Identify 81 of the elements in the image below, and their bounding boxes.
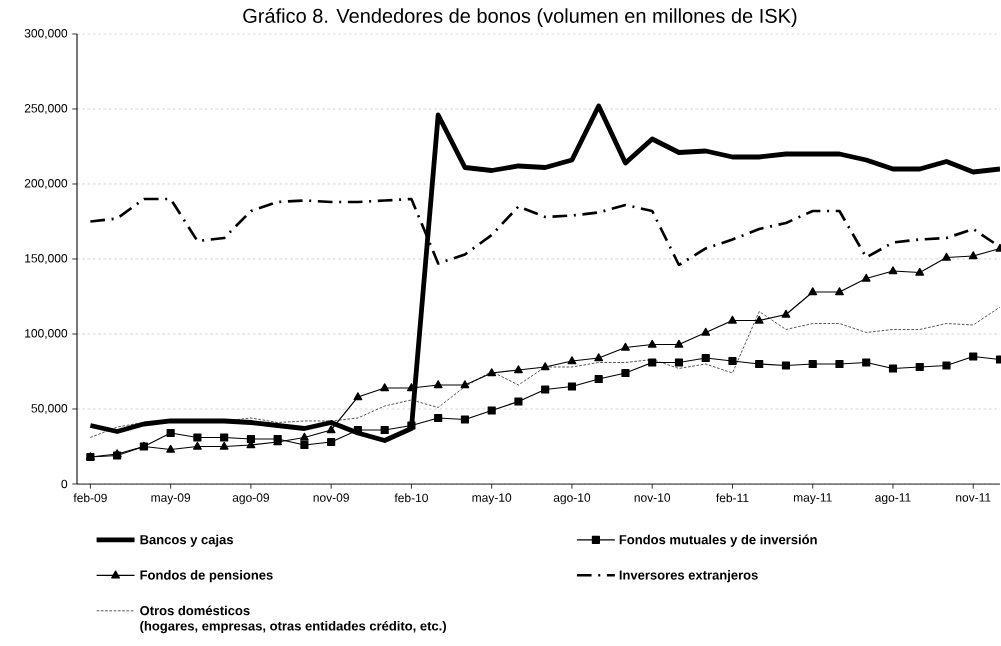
point [300,432,309,441]
x-tick-label: feb-10 [394,493,428,503]
point [942,252,951,261]
point [647,339,657,348]
point [193,433,202,442]
legend-label: Fondos mutuales y de inversión [619,534,817,547]
point [942,361,951,370]
chart-title: Gráfico 8. Vendedores de bonos (volumen en millones de ISK) [243,8,797,27]
point [888,266,898,275]
point [808,359,817,369]
point [487,368,497,377]
point [541,385,550,394]
point [460,415,469,424]
x-tick-label: ago-10 [553,493,591,505]
point [380,425,389,435]
x-tick-label: may-10 [472,493,512,505]
point [835,359,844,369]
point [514,397,523,406]
legend-label: Fondos de pensiones [140,570,273,583]
point [567,356,577,365]
point [835,287,844,296]
point [460,380,470,389]
point [621,342,630,351]
point [674,339,684,348]
x-tick-label: nov-09 [313,493,349,502]
point [219,441,229,450]
y-tick-label: 200,000 [24,179,68,189]
y-tick-label: 300,000 [24,29,68,39]
point [968,251,978,260]
point [326,425,336,434]
x-tick-label: ago-11 [875,493,911,505]
legend-label: Bancos y cajas [140,534,233,547]
point [728,356,737,366]
y-tick-label: 0 [61,479,68,489]
x-tick-label: may-11 [793,493,832,505]
point [246,434,255,444]
point [621,368,630,378]
point [166,428,175,438]
point [674,358,684,367]
point [888,364,898,373]
point [166,444,176,453]
point [220,433,229,442]
point [754,315,764,324]
point [594,353,604,362]
point [540,362,550,371]
point [487,406,496,415]
x-tick-label: feb-09 [73,493,107,503]
y-tick-label: 150,000 [25,254,68,264]
point [861,273,871,282]
point [969,352,978,361]
point [862,358,871,367]
point [728,315,737,324]
y-tick-label: 100,000 [25,329,68,339]
point [701,353,710,363]
point [433,380,443,389]
x-tick-label: ago-09 [232,493,270,505]
point [701,327,711,336]
y-tick-label: 250,000 [24,104,68,114]
point [781,361,791,370]
x-tick-label: nov-10 [634,493,671,502]
y-tick-label: 50,000 [31,404,68,414]
point [327,437,336,447]
point [648,358,657,367]
legend-label: Otros domésticos (hogares, empresas, otras entidades crédito, etc.) [140,605,446,634]
point [192,441,202,450]
point [915,362,924,372]
point [808,287,818,296]
point [567,382,577,391]
point [380,383,390,392]
point [915,267,925,276]
point [594,374,603,384]
x-tick-label: may-09 [151,493,191,505]
point [300,440,309,450]
x-tick-label: feb-11 [716,493,749,503]
point [434,413,443,423]
point [353,392,363,401]
legend-label: Inversores extranjeros [619,570,758,583]
point [755,359,764,369]
point [781,309,791,318]
point [514,365,523,374]
x-tick-label: nov-11 [956,493,991,502]
